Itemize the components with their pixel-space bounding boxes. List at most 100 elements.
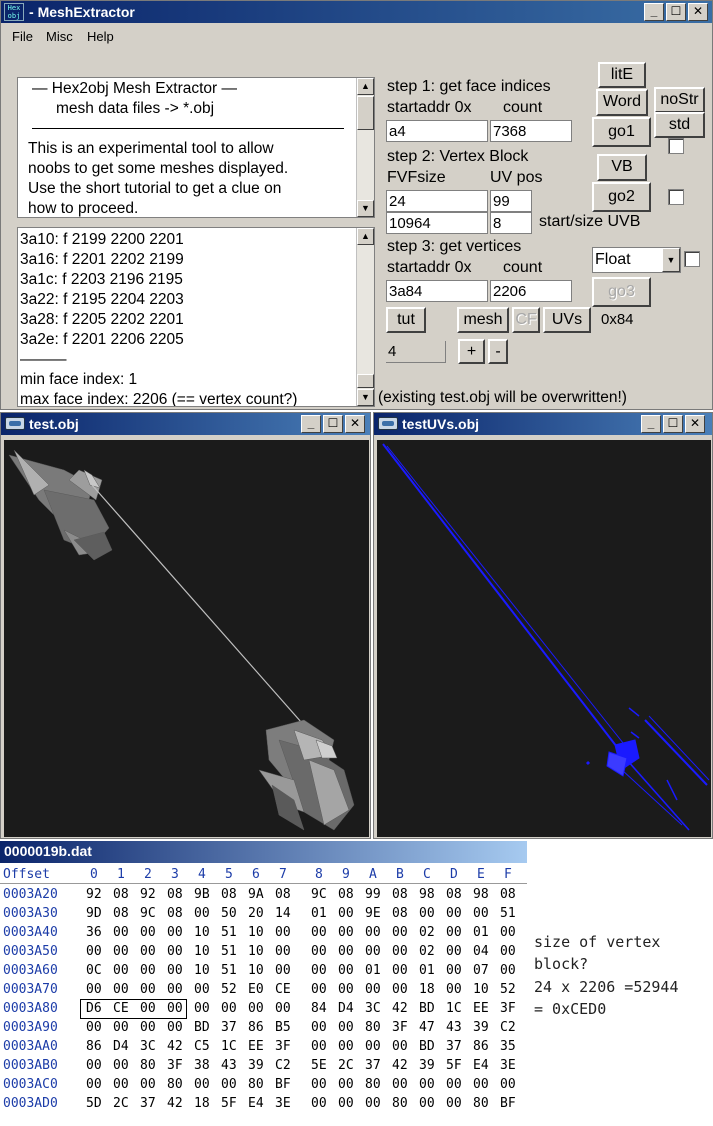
- mesh-button[interactable]: mesh: [457, 307, 509, 333]
- hex-byte[interactable]: 80: [140, 1058, 156, 1073]
- hex-byte[interactable]: 00: [140, 982, 156, 997]
- hex-byte[interactable]: 00: [113, 1058, 129, 1073]
- hex-byte[interactable]: EE: [473, 1001, 489, 1016]
- hex-byte[interactable]: 00: [167, 982, 183, 997]
- hex-byte[interactable]: C2: [275, 1058, 291, 1073]
- hex-byte[interactable]: 00: [194, 906, 210, 921]
- hex-byte[interactable]: 00: [473, 906, 489, 921]
- hex-byte[interactable]: 00: [392, 1077, 408, 1092]
- hex-byte[interactable]: 00: [419, 906, 435, 921]
- step1-addr-input[interactable]: a4: [386, 120, 488, 142]
- hex-byte[interactable]: 01: [311, 906, 327, 921]
- hex-byte[interactable]: 10: [194, 944, 210, 959]
- hex-byte[interactable]: 80: [365, 1077, 381, 1092]
- go2-button[interactable]: go2: [592, 182, 651, 212]
- hex-byte[interactable]: 98: [419, 887, 435, 902]
- hex-byte[interactable]: 00: [500, 1077, 516, 1092]
- face-list[interactable]: 3a10: f 2199 2200 2201 3a16: f 2201 2202…: [17, 227, 375, 407]
- uvb-start-input[interactable]: 10964: [386, 212, 488, 234]
- hex-byte[interactable]: D6: [86, 1001, 102, 1016]
- close-icon[interactable]: ✕: [685, 415, 705, 433]
- hex-byte[interactable]: 42: [167, 1096, 183, 1111]
- hex-byte[interactable]: 84: [311, 1001, 327, 1016]
- scroll-up-icon[interactable]: ▲: [357, 228, 374, 245]
- hex-byte[interactable]: 10: [248, 944, 264, 959]
- hex-byte[interactable]: 80: [392, 1096, 408, 1111]
- hex-byte[interactable]: 92: [140, 887, 156, 902]
- hex-row[interactable]: 0003AB0 00 00 80 3F 38 43 39 C2 5E 2C 37 42 39 5F E4 3E: [0, 1056, 527, 1075]
- nostr-button[interactable]: noStr: [654, 87, 705, 113]
- hex-byte[interactable]: 00: [338, 1096, 354, 1111]
- info-textbox[interactable]: — Hex2obj Mesh Extractor — mesh data fil…: [17, 77, 375, 218]
- hex-byte[interactable]: 00: [140, 1020, 156, 1035]
- hex-byte[interactable]: 00: [86, 1020, 102, 1035]
- scroll-down-icon[interactable]: ▼: [357, 200, 374, 217]
- hex-byte[interactable]: 18: [194, 1096, 210, 1111]
- hex-byte[interactable]: 00: [392, 982, 408, 997]
- hex-row[interactable]: 0003A20 92 08 92 08 9B 08 9A 08 9C 08 99 08 98 08 98 08: [0, 885, 527, 904]
- hex-byte[interactable]: 00: [338, 982, 354, 997]
- hex-byte[interactable]: C2: [500, 1020, 516, 1035]
- hex-byte[interactable]: 08: [338, 887, 354, 902]
- hex-byte[interactable]: 00: [113, 925, 129, 940]
- hex-byte[interactable]: 00: [500, 963, 516, 978]
- hex-byte[interactable]: 37: [221, 1020, 237, 1035]
- step3-count-input[interactable]: 2206: [490, 280, 572, 302]
- hex-byte[interactable]: 20: [248, 906, 264, 921]
- hex-byte[interactable]: BF: [275, 1077, 291, 1092]
- hex-byte[interactable]: 00: [113, 944, 129, 959]
- hex-byte[interactable]: 35: [500, 1039, 516, 1054]
- hex-byte[interactable]: 3F: [275, 1039, 291, 1054]
- hex-byte[interactable]: 08: [113, 906, 129, 921]
- hex-row[interactable]: 0003A70 00 00 00 00 00 52 E0 CE 00 00 00 00 18 00 10 52: [0, 980, 527, 999]
- hex-byte[interactable]: 00: [338, 906, 354, 921]
- hex-row[interactable]: 0003A80 D6 CE 00 00 00 00 00 00 84 D4 3C 42 BD 1C EE 3F: [0, 999, 527, 1018]
- hex-byte[interactable]: 00: [446, 1096, 462, 1111]
- hex-byte[interactable]: 00: [338, 963, 354, 978]
- hex-byte[interactable]: 00: [446, 982, 462, 997]
- hex-byte[interactable]: 00: [248, 1001, 264, 1016]
- hex-byte[interactable]: 42: [167, 1039, 183, 1054]
- type-checkbox[interactable]: [684, 251, 700, 267]
- hex-byte[interactable]: 00: [140, 925, 156, 940]
- hex-byte[interactable]: 02: [419, 944, 435, 959]
- hex-byte[interactable]: 08: [113, 887, 129, 902]
- hex-byte[interactable]: E4: [248, 1096, 264, 1111]
- hex-byte[interactable]: B5: [275, 1020, 291, 1035]
- hex-byte[interactable]: BD: [419, 1039, 435, 1054]
- hex-byte[interactable]: 3F: [392, 1020, 408, 1035]
- hex-byte[interactable]: 51: [221, 963, 237, 978]
- mesh-viewport[interactable]: [4, 440, 369, 837]
- face-list-scrollbar[interactable]: ▲ ▼: [356, 228, 374, 406]
- hex-byte[interactable]: 10: [194, 925, 210, 940]
- hex-byte[interactable]: 00: [194, 1077, 210, 1092]
- hex-byte[interactable]: 00: [113, 963, 129, 978]
- scroll-up-icon[interactable]: ▲: [357, 78, 374, 95]
- hex-grid[interactable]: Offset 0 1 2 3 4 5 6 7 8 9 A B C D E F 0003A20 92 08 92 08 9B 0…: [0, 863, 527, 1126]
- hex-byte[interactable]: 52: [500, 982, 516, 997]
- hex-byte[interactable]: 00: [446, 925, 462, 940]
- hex-byte[interactable]: 00: [275, 944, 291, 959]
- uv-pos-input[interactable]: 99: [490, 190, 532, 212]
- fvf-size-input[interactable]: 24: [386, 190, 488, 212]
- hex-row[interactable]: 0003A50 00 00 00 00 10 51 10 00 00 00 00 00 02 00 04 00: [0, 942, 527, 961]
- hex-byte[interactable]: 00: [275, 1001, 291, 1016]
- hex-byte[interactable]: 9E: [365, 906, 381, 921]
- hex-byte[interactable]: 01: [473, 925, 489, 940]
- hex-byte[interactable]: 08: [221, 887, 237, 902]
- hex-row[interactable]: 0003A40 36 00 00 00 10 51 10 00 00 00 00 00 02 00 01 00: [0, 923, 527, 942]
- hex-byte[interactable]: 99: [365, 887, 381, 902]
- word-button[interactable]: Word: [596, 89, 648, 116]
- hex-byte[interactable]: 14: [275, 906, 291, 921]
- uvb-size-input[interactable]: 8: [490, 212, 532, 234]
- hex-byte[interactable]: 3E: [500, 1058, 516, 1073]
- hex-byte[interactable]: EE: [248, 1039, 264, 1054]
- hex-byte[interactable]: 39: [419, 1058, 435, 1073]
- hex-byte[interactable]: 9B: [194, 887, 210, 902]
- minimize-icon[interactable]: _: [641, 415, 661, 433]
- dropdown-arrow-icon[interactable]: ▼: [662, 248, 680, 272]
- hex-byte[interactable]: 00: [365, 982, 381, 997]
- close-icon[interactable]: ✕: [345, 415, 365, 433]
- hex-byte[interactable]: 9C: [140, 906, 156, 921]
- hex-byte[interactable]: 00: [167, 1020, 183, 1035]
